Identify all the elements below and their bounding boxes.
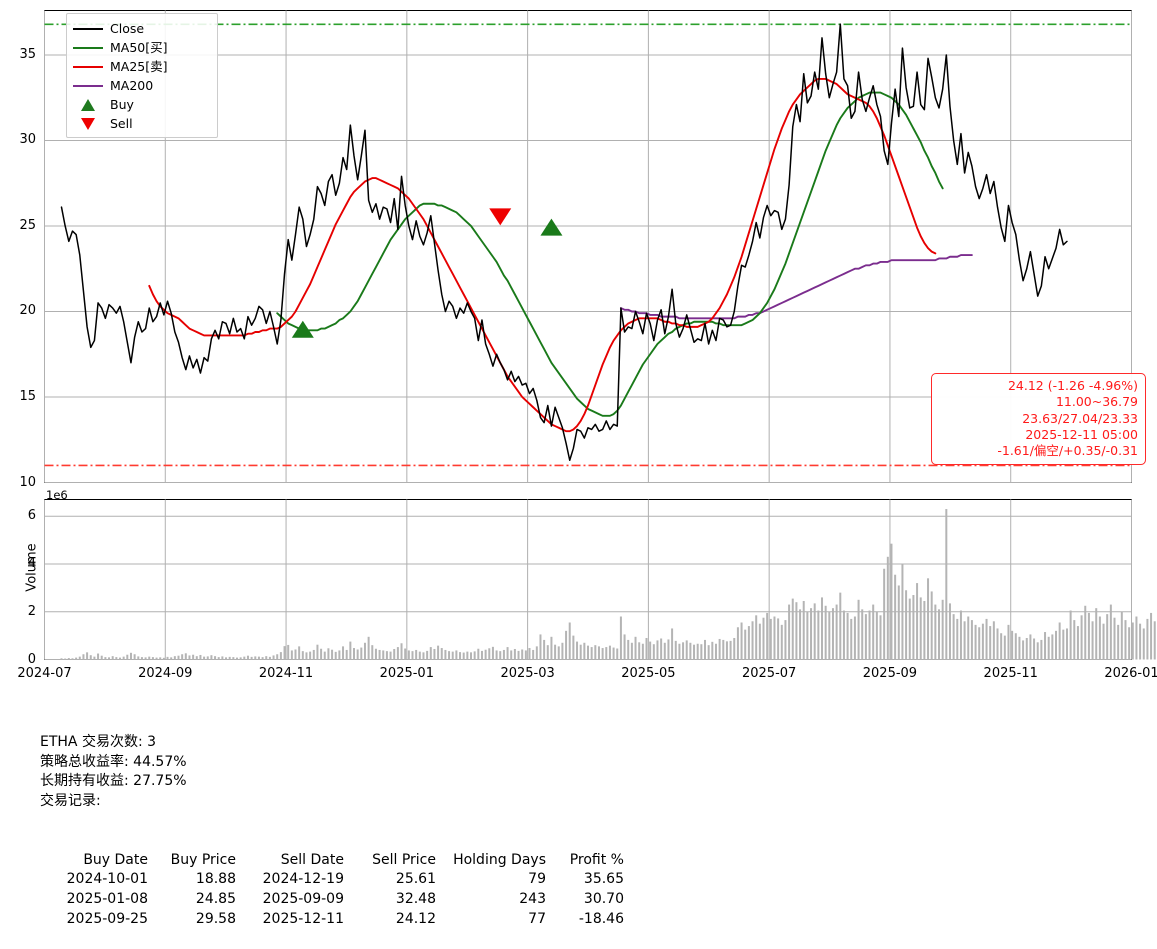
x-tick: 2025-09 bbox=[845, 666, 935, 681]
table-cell: 2024-10-01 bbox=[40, 870, 152, 890]
price-y-tick: 20 bbox=[0, 303, 36, 318]
volume-y-tick: 0 bbox=[0, 652, 36, 667]
legend-label: Buy bbox=[110, 98, 134, 111]
x-tick: 2025-07 bbox=[724, 666, 814, 681]
price-y-tick: 30 bbox=[0, 132, 36, 147]
legend-entry: MA25[卖] bbox=[73, 57, 211, 76]
table-cell: 2024-12-19 bbox=[240, 870, 348, 890]
table-cell: 77 bbox=[440, 910, 550, 930]
table-cell: 2025-01-08 bbox=[40, 890, 152, 910]
legend-line-icon bbox=[73, 85, 103, 87]
price-y-tick: 25 bbox=[0, 218, 36, 233]
table-cell: 2025-09-09 bbox=[240, 890, 348, 910]
legend-label: MA200 bbox=[110, 79, 153, 92]
legend-label: Close bbox=[110, 22, 144, 35]
legend-line-swatch bbox=[73, 79, 103, 93]
table-cell: 18.88 bbox=[152, 870, 240, 890]
volume-axis-label: Volume bbox=[25, 528, 40, 608]
triangle-down-icon bbox=[81, 118, 95, 130]
table-cell: 2025-09-25 bbox=[40, 910, 152, 930]
legend-label: Sell bbox=[110, 117, 133, 130]
report-summary-line: 长期持有收益: 27.75% bbox=[40, 772, 628, 792]
legend-line-swatch bbox=[73, 60, 103, 74]
table-header-cell: Sell Price bbox=[348, 851, 440, 871]
volume-axis-exponent: 1e6 bbox=[46, 488, 68, 502]
x-tick: 2025-11 bbox=[966, 666, 1056, 681]
chart-legend: Close MA50[买] MA25[卖] MA200 Buy Sell bbox=[66, 13, 218, 138]
legend-line-icon bbox=[73, 28, 103, 30]
table-cell: 25.61 bbox=[348, 870, 440, 890]
legend-sell-swatch bbox=[73, 117, 103, 131]
annotation-line: -1.61/偏空/+0.35/-0.31 bbox=[937, 443, 1138, 459]
table-cell: 24.85 bbox=[152, 890, 240, 910]
table-header-cell: Profit % bbox=[550, 851, 628, 871]
annotation-line: 24.12 (-1.26 -4.96%) bbox=[937, 378, 1138, 394]
report-summary-line: 交易记录: bbox=[40, 792, 628, 812]
table-cell: 243 bbox=[440, 890, 550, 910]
triangle-up-icon bbox=[81, 99, 95, 111]
legend-entry: Close bbox=[73, 19, 211, 38]
legend-entry: Buy bbox=[73, 95, 211, 114]
annotation-line: 2025-12-11 05:00 bbox=[937, 427, 1138, 443]
table-header-cell: Sell Date bbox=[240, 851, 348, 871]
table-cell: 24.12 bbox=[348, 910, 440, 930]
price-y-tick: 15 bbox=[0, 389, 36, 404]
table-cell: 35.65 bbox=[550, 870, 628, 890]
annotation-line: 11.00~36.79 bbox=[937, 394, 1138, 410]
legend-entry: MA200 bbox=[73, 76, 211, 95]
x-tick: 2025-05 bbox=[603, 666, 693, 681]
x-tick: 2024-09 bbox=[120, 666, 210, 681]
legend-label: MA25[卖] bbox=[110, 60, 168, 73]
table-cell: 79 bbox=[440, 870, 550, 890]
legend-line-icon bbox=[73, 47, 103, 49]
x-tick: 2026-01 bbox=[1087, 666, 1157, 681]
report-summary-line: ETHA 交易次数: 3 bbox=[40, 733, 628, 753]
table-cell: 30.70 bbox=[550, 890, 628, 910]
price-y-tick: 10 bbox=[0, 475, 36, 490]
table-header-cell: Holding Days bbox=[440, 851, 550, 871]
volume-y-tick: 6 bbox=[0, 508, 36, 523]
x-tick: 2025-01 bbox=[362, 666, 452, 681]
legend-entry: MA50[买] bbox=[73, 38, 211, 57]
table-cell: 32.48 bbox=[348, 890, 440, 910]
table-cell: 2025-12-11 bbox=[240, 910, 348, 930]
legend-buy-swatch bbox=[73, 98, 103, 112]
price-y-tick: 35 bbox=[0, 47, 36, 62]
annotation-line: 23.63/27.04/23.33 bbox=[937, 411, 1138, 427]
table-header-cell: Buy Price bbox=[152, 851, 240, 871]
x-tick: 2025-03 bbox=[483, 666, 573, 681]
legend-label: MA50[买] bbox=[110, 41, 168, 54]
table-cell: 29.58 bbox=[152, 910, 240, 930]
table-cell: -18.46 bbox=[550, 910, 628, 930]
table-header-cell: Buy Date bbox=[40, 851, 152, 871]
x-tick: 2024-07 bbox=[0, 666, 90, 681]
legend-line-swatch bbox=[73, 22, 103, 36]
legend-line-swatch bbox=[73, 41, 103, 55]
legend-entry: Sell bbox=[73, 114, 211, 133]
x-tick: 2024-11 bbox=[241, 666, 331, 681]
legend-line-icon bbox=[73, 66, 103, 68]
report-summary-line: 策略总收益率: 44.57% bbox=[40, 753, 628, 773]
